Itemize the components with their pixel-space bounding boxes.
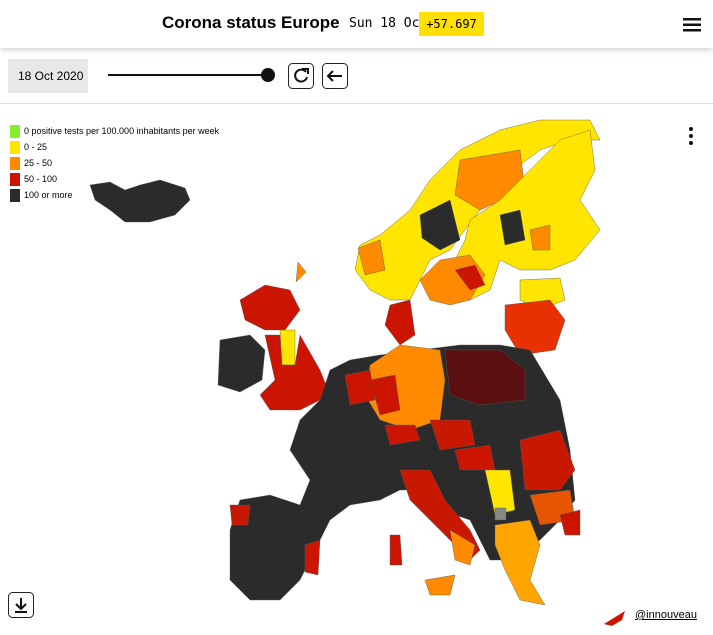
serbia: [484, 469, 516, 516]
region: [419, 199, 461, 251]
legend-swatch: [10, 172, 20, 186]
iceland: [89, 179, 191, 223]
map-menu[interactable]: [689, 127, 693, 145]
header: Corona status Europe Sun 18 Oct +57.697: [0, 0, 713, 48]
delta-badge: +57.697: [419, 12, 484, 36]
legend-label: 100 or more: [24, 190, 73, 200]
legend-swatch: [10, 140, 20, 154]
legend-swatch: [10, 156, 20, 170]
region: [304, 539, 321, 576]
region: [279, 329, 296, 366]
menu-button[interactable]: [683, 17, 701, 33]
date-input[interactable]: 18 Oct 2020: [8, 59, 88, 93]
region: [529, 224, 551, 251]
legend-label: 0 - 25: [24, 142, 48, 152]
controls: [108, 63, 348, 89]
norway: [354, 119, 601, 301]
credit-link[interactable]: @innouveau: [635, 609, 697, 621]
region: [369, 374, 401, 416]
legend-item: 100 or more: [10, 187, 219, 203]
legend-item: 25 - 50: [10, 155, 219, 171]
legend-swatch: [10, 124, 20, 138]
denmark: [384, 299, 416, 346]
legend-label: 0 positive tests per 100.000 inhabitants…: [24, 126, 220, 136]
legend-label: 50 - 100: [24, 174, 58, 184]
region: [454, 264, 486, 291]
region: [449, 529, 476, 566]
date: Sun 18 Oct: [349, 16, 428, 31]
map: [8, 119, 693, 626]
switzerland: [384, 424, 421, 446]
england: [259, 334, 331, 411]
region: [229, 504, 251, 526]
sardinia: [389, 534, 403, 566]
back-button[interactable]: [322, 63, 348, 89]
region: [429, 419, 476, 451]
benelux: [344, 369, 376, 406]
legend-item: 50 - 100: [10, 171, 219, 187]
scotland: [239, 284, 301, 331]
legend-item: 0 - 25: [10, 139, 219, 155]
region: [494, 507, 507, 521]
region: [444, 349, 526, 406]
sicily: [424, 574, 456, 596]
legend-label: 25 - 50: [24, 158, 53, 168]
slider-knob[interactable]: [261, 68, 275, 82]
region: [559, 509, 581, 536]
romania: [519, 429, 576, 491]
separator: [0, 103, 713, 104]
belarus: [504, 299, 566, 356]
replay-button[interactable]: [288, 63, 314, 89]
legend: 0 positive tests per 100.000 inhabitants…: [10, 123, 219, 203]
legend-swatch: [10, 188, 20, 202]
cyprus-icon: [604, 611, 625, 626]
region: [357, 239, 386, 276]
ireland: [217, 334, 266, 393]
download-button[interactable]: [8, 592, 34, 618]
region: [499, 209, 526, 246]
title: Corona status Europe: [162, 13, 340, 32]
greece: [494, 519, 546, 606]
region: [295, 261, 307, 283]
legend-item: 0 positive tests per 100.000 inhabitants…: [10, 123, 219, 139]
